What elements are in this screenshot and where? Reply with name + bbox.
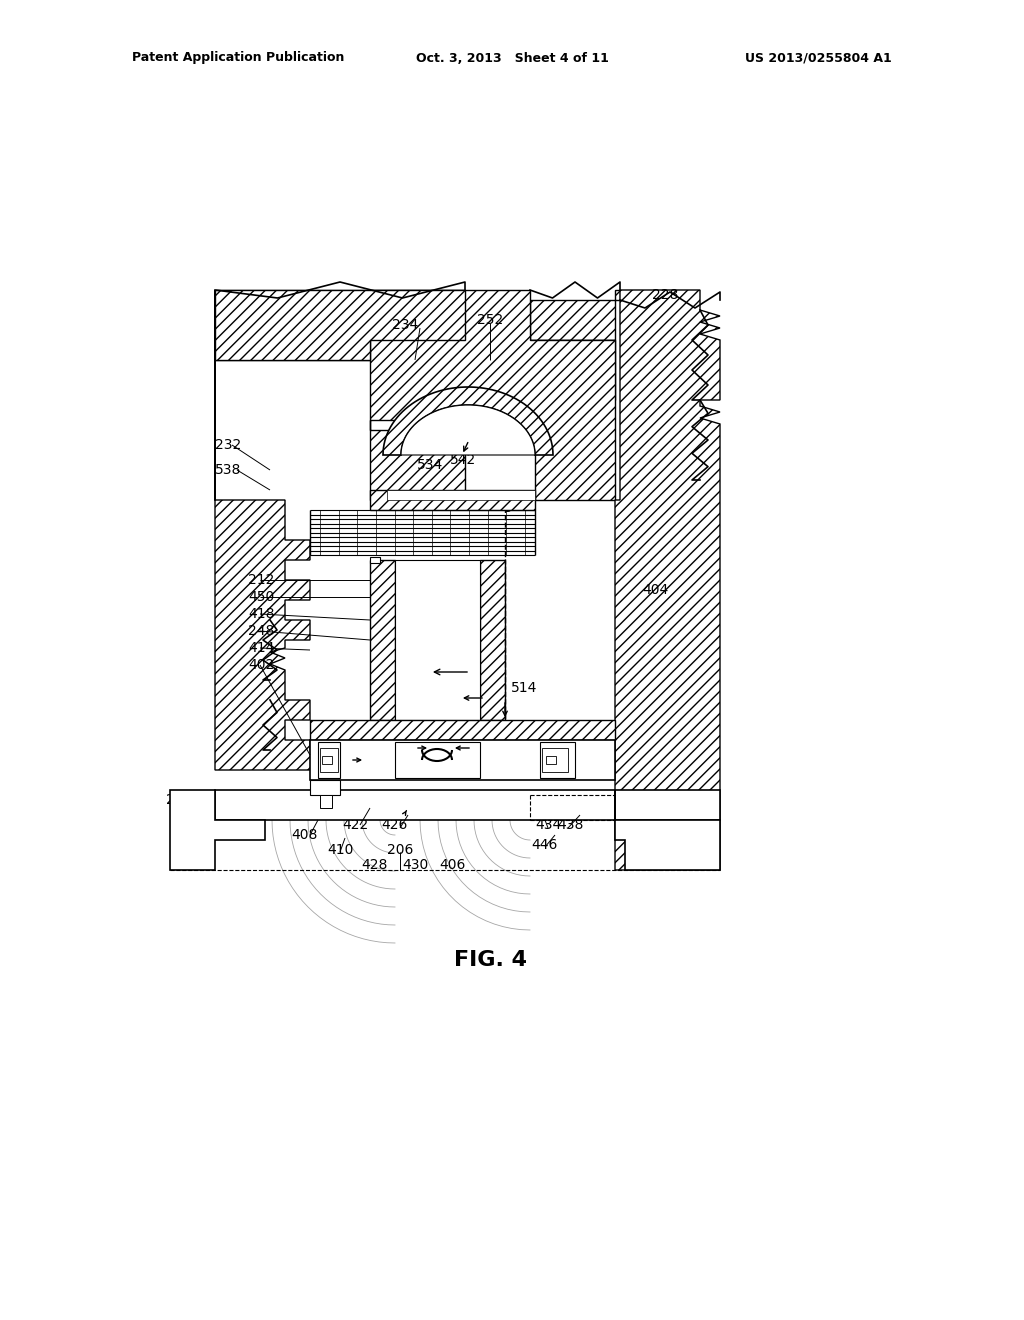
Polygon shape — [215, 290, 370, 770]
Polygon shape — [540, 742, 575, 777]
Text: 442: 442 — [667, 793, 693, 807]
Polygon shape — [215, 290, 465, 360]
Polygon shape — [542, 748, 568, 772]
Polygon shape — [370, 490, 535, 510]
Polygon shape — [387, 490, 535, 500]
Text: 408: 408 — [292, 828, 318, 842]
Text: Patent Application Publication: Patent Application Publication — [132, 51, 344, 65]
Polygon shape — [546, 756, 556, 764]
Text: 234: 234 — [392, 318, 418, 333]
Polygon shape — [318, 742, 340, 777]
Text: 206: 206 — [387, 843, 414, 857]
Text: 224: 224 — [166, 793, 193, 807]
Polygon shape — [310, 719, 615, 741]
Polygon shape — [615, 789, 720, 870]
Text: 450: 450 — [248, 590, 274, 605]
Text: 252: 252 — [477, 313, 503, 327]
Polygon shape — [170, 789, 265, 870]
Text: 404: 404 — [642, 583, 668, 597]
Polygon shape — [395, 742, 480, 777]
Text: 410: 410 — [327, 843, 353, 857]
Text: 406: 406 — [439, 858, 465, 873]
Text: 438: 438 — [557, 818, 584, 832]
Text: 5: 5 — [483, 698, 493, 711]
Text: 446: 446 — [531, 838, 558, 851]
Text: 514: 514 — [511, 681, 538, 696]
Text: 422: 422 — [342, 818, 368, 832]
Text: 5: 5 — [504, 502, 512, 515]
Text: US 2013/0255804 A1: US 2013/0255804 A1 — [745, 51, 892, 65]
Polygon shape — [401, 405, 535, 455]
Polygon shape — [215, 290, 465, 360]
Text: 538: 538 — [215, 463, 242, 477]
Text: 248: 248 — [248, 624, 274, 638]
Polygon shape — [480, 560, 505, 719]
Text: 428: 428 — [361, 858, 388, 873]
Text: 426: 426 — [382, 818, 409, 832]
Text: 542: 542 — [450, 453, 476, 467]
Polygon shape — [319, 748, 338, 772]
Text: 232: 232 — [215, 438, 242, 451]
Text: 414: 414 — [248, 642, 274, 655]
Polygon shape — [370, 560, 395, 719]
Text: 212: 212 — [248, 573, 274, 587]
Polygon shape — [383, 387, 553, 455]
Polygon shape — [215, 789, 720, 820]
Text: 418: 418 — [248, 607, 274, 620]
Text: FIG. 4: FIG. 4 — [454, 950, 526, 970]
Text: 228: 228 — [652, 288, 678, 302]
Text: 434: 434 — [535, 818, 561, 832]
Polygon shape — [615, 290, 720, 870]
Text: 402: 402 — [248, 657, 274, 672]
Polygon shape — [322, 756, 332, 764]
Text: 534: 534 — [417, 458, 443, 473]
Text: Oct. 3, 2013   Sheet 4 of 11: Oct. 3, 2013 Sheet 4 of 11 — [416, 51, 608, 65]
Text: 430: 430 — [401, 858, 428, 873]
Polygon shape — [370, 290, 620, 400]
Polygon shape — [310, 780, 340, 795]
Polygon shape — [319, 795, 332, 808]
Polygon shape — [395, 560, 480, 719]
Polygon shape — [370, 290, 615, 500]
Polygon shape — [310, 741, 615, 780]
Polygon shape — [370, 557, 380, 564]
